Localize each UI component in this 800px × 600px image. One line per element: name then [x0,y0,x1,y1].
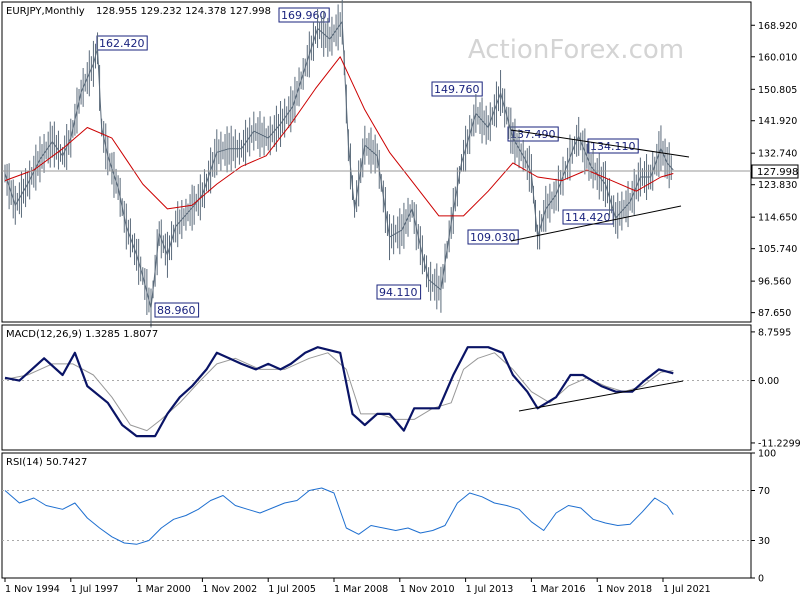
rsi-panel-frame [1,452,752,579]
annotation-label: 114.420 [565,211,611,224]
price-y-tick-label: 87.650 [758,308,791,319]
annotation-box [587,138,639,154]
x-tick-label: 1 Nov 2018 [597,584,652,595]
annotation-box [154,302,200,318]
x-axis: 1 Nov 1994 1 Jul 1997 1 Mar 2000 1 Nov 2002… [4,578,711,595]
current-price-label: 127.998 [757,167,798,178]
annotation-label: 109.030 [470,231,516,244]
rsi-y-tick-label: 70 [758,486,770,497]
rsi-rsi-line [4,487,674,545]
price-moving-average-line [4,56,674,217]
macd-panel-frame [1,324,752,451]
x-tick-label: 1 Jul 1997 [71,584,119,595]
price-y-tick-label: 114.650 [758,213,797,224]
rsi-y-tick-label: 100 [758,449,776,460]
price-y-tick-label: 96.560 [758,277,791,288]
x-tick-label: 1 Nov 1994 [5,584,60,595]
rsi-series-group [2,487,751,545]
price-y-tick-label: 160.010 [758,52,797,63]
annotation-label: 162.420 [99,37,145,50]
macd-series-group [2,346,751,438]
macd-y-tick-label: 8.7595 [758,327,791,338]
macd-panel: MACD(12,26,9) 1.3285 1.8077 8.7595 0.00 -1… [1,324,800,451]
price-panel-frame [1,1,752,323]
x-tick-label: 1 Nov 2010 [400,584,455,595]
annotation-box [507,126,559,142]
annotation-box [431,81,483,97]
price-lower-trendline [510,205,682,242]
price-y-tick-label: 132.740 [758,149,797,160]
x-tick-label: 1 Jul 2005 [268,584,316,595]
price-y-tick-label: 105.740 [758,244,797,255]
price-y-tick-label: 150.805 [758,85,797,96]
annotation-label: 88.960 [157,304,196,317]
rsi-panel-title: RSI(14) 50.7427 [6,457,87,468]
price-annotations: 162.420169.960149.760137.490134.110114.4… [96,7,639,318]
rsi-y-axis: 100 70 30 0 [751,449,776,585]
x-tick-label: 1 Mar 2000 [137,584,191,595]
trendlines [510,129,690,412]
price-y-tick-label: 141.920 [758,116,797,127]
macd-y-tick-label: -11.2299 [758,438,800,449]
macd-signal-line [4,352,674,432]
price-series-group [4,0,674,328]
price-panel: EURJPY,Monthly 128.955 129.232 124.378 1… [1,0,799,328]
price-panel-title: EURJPY,Monthly [6,6,85,17]
price-panel-ohlc: 128.955 129.232 124.378 127.998 [96,6,271,17]
price-y-tick-label: 168.920 [758,21,797,32]
annotation-box [376,284,422,300]
x-tick-label: 1 Jul 2021 [663,584,711,595]
macd-y-axis: 8.7595 0.00 -11.2299 [751,327,800,449]
annotation-box [467,229,519,245]
price-y-tick-label: 123.830 [758,180,797,191]
macd-y-tick-label: 0.00 [758,376,779,387]
watermark: ActionForex.com [468,35,684,65]
rsi-panel: RSI(14) 50.7427 100 70 30 0 [1,449,776,585]
macd-panel-title: MACD(12,26,9) 1.3285 1.8077 [6,329,158,340]
macd-macd-line [4,346,674,438]
macd-trendline [518,380,684,412]
x-tick-label: 1 Jul 2013 [466,584,514,595]
annotation-label: 169.960 [281,9,327,22]
annotation-label: 94.110 [379,286,418,299]
price-upper-trendline [510,129,690,158]
current-price-box [751,164,799,179]
rsi-y-tick-label: 30 [758,536,770,547]
x-tick-label: 1 Nov 2002 [202,584,257,595]
price-y-axis: 168.920 160.010 150.805 141.920 132.740 123.8… [751,21,797,319]
x-tick-label: 1 Mar 2008 [334,584,388,595]
annotation-box [278,7,330,23]
annotation-box [96,35,148,51]
x-tick-label: 1 Mar 2016 [531,584,585,595]
price-price-line [4,21,674,309]
rsi-y-tick-label: 0 [758,574,764,585]
annotation-label: 134.110 [590,140,636,153]
annotation-label: 149.760 [434,83,480,96]
